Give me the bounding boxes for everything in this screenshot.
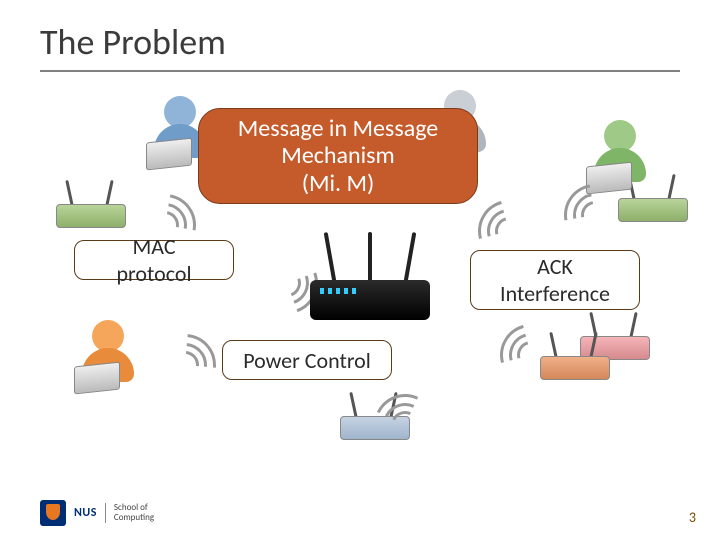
footer: NUS School of Computing xyxy=(40,500,154,526)
router-main xyxy=(300,240,440,320)
wifi-arcs-icon xyxy=(136,316,235,415)
access-point-bottom-mid xyxy=(340,400,420,440)
callout-mac: MAC protocol xyxy=(74,240,234,280)
nus-logo-icon xyxy=(40,500,66,526)
user-top-right xyxy=(580,120,660,200)
page-title: The Problem xyxy=(40,20,226,64)
school-name: School of Computing xyxy=(105,503,154,523)
institution-short: NUS xyxy=(74,506,97,520)
page-number: 3 xyxy=(689,509,696,526)
mim-line3: (Mi. M) xyxy=(238,170,439,198)
ack-line1: ACK xyxy=(500,253,610,280)
access-point-right-orange xyxy=(540,340,620,380)
access-point-left xyxy=(56,188,136,228)
mac-label: MAC protocol xyxy=(93,233,215,287)
slide: The Problem Message in Message xyxy=(0,0,720,540)
mim-line2: Mechanism xyxy=(238,142,439,170)
callout-mim: Message in Message Mechanism (Mi. M) xyxy=(198,108,478,204)
mim-line1: Message in Message xyxy=(238,115,439,143)
callout-power: Power Control xyxy=(222,340,392,380)
ack-line2: Interference xyxy=(500,280,610,307)
school-line2: Computing xyxy=(114,513,154,523)
user-bottom-left xyxy=(68,320,148,400)
power-label: Power Control xyxy=(243,347,371,374)
callout-ack: ACK Interference xyxy=(470,250,640,310)
title-underline xyxy=(40,70,680,72)
